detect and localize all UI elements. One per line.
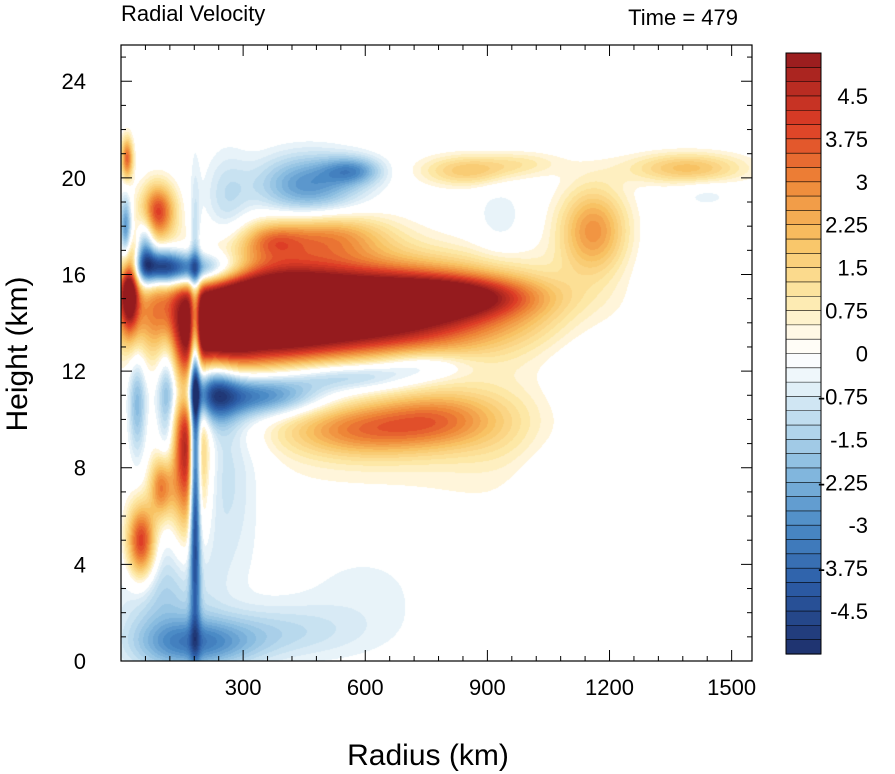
colorbar-label: 1.5 [837,256,868,281]
time-label: Time = 479 [628,5,738,30]
colorbar-band [786,181,821,197]
chart-title: Radial Velocity [121,1,265,26]
colorbar-band [786,367,821,383]
colorbar-band [786,310,821,326]
colorbar-band [786,196,821,212]
colorbar-band [786,639,821,655]
colorbar-label: -0.75 [818,384,868,409]
velocity-contour-field [121,45,752,661]
colorbar-label: -4.5 [830,599,868,624]
axis-ticks [120,45,752,662]
colorbar-band [786,410,821,426]
colorbar-band [786,324,821,340]
colorbar-label: 2.25 [825,213,868,238]
colorbar-band [786,539,821,555]
colorbar-band [786,296,821,312]
x-tick-label: 600 [347,675,384,700]
plot-frame [120,44,753,662]
colorbar-bands [786,53,821,655]
colorbar-band [786,510,821,526]
x-tick-label: 1500 [707,675,756,700]
colorbar-band [786,482,821,498]
y-tick-label: 4 [74,552,86,577]
x-tick-label: 900 [469,675,506,700]
colorbar-band [786,95,821,111]
colorbar-band [786,267,821,283]
y-tick-labels: 0 4 8 12 16 20 24 [62,69,86,674]
colorbar-band [786,124,821,140]
colorbar-band [786,553,821,569]
y-tick-label: 20 [62,166,86,191]
colorbar-label: 3 [856,170,868,195]
colorbar-band [786,339,821,355]
colorbar-band [786,596,821,612]
colorbar-band [786,568,821,584]
colorbar-band [786,496,821,512]
colorbar-band [786,353,821,369]
colorbar-band [786,253,821,269]
colorbar-band [786,67,821,83]
colorbar-band [786,582,821,598]
colorbar-band [786,138,821,154]
y-axis-label: Height (km) [1,276,34,431]
colorbar-labels: 4.5 3.75 3 2.25 1.5 0.75 0 -0.75 -1.5 -2.25 -3 -3.7… [818,84,868,624]
colorbar-frame [785,52,822,655]
y-tick-label: 8 [74,456,86,481]
y-tick-label: 0 [74,649,86,674]
colorbar-band [786,224,821,240]
colorbar-label: 4.5 [837,84,868,109]
x-axis-label: Radius (km) [347,739,509,772]
colorbar-label: -3 [848,513,868,538]
colorbar-label: -3.75 [818,556,868,581]
colorbar-band [786,53,821,68]
colorbar-band [786,396,821,412]
colorbar-band [786,167,821,183]
colorbar-band [786,425,821,440]
x-tick-labels: 300 600 900 1200 1500 [225,675,756,700]
colorbar-band [786,625,821,641]
colorbar-band [786,453,821,469]
velocity-raster [121,45,752,661]
colorbar-label: 3.75 [825,127,868,152]
colorbar: 4.5 3.75 3 2.25 1.5 0.75 0 -0.75 -1.5 -2.25 -3 -3.7… [785,52,868,655]
y-tick-label: 24 [62,69,86,94]
colorbar-band [786,525,821,541]
colorbar-label: 0 [856,342,868,367]
colorbar-band [786,81,821,97]
colorbar-band [786,239,821,254]
colorbar-label: -1.5 [830,427,868,452]
colorbar-label: 0.75 [825,299,868,324]
x-tick-label: 1200 [585,675,634,700]
colorbar-band [786,382,821,398]
colorbar-band [786,110,821,126]
colorbar-band [786,210,821,226]
colorbar-label: -2.25 [818,470,868,495]
colorbar-band [786,153,821,169]
colorbar-band [786,439,821,455]
y-tick-label: 12 [62,359,86,384]
colorbar-band [786,611,821,626]
colorbar-band [786,281,821,297]
x-tick-label: 300 [225,675,262,700]
colorbar-band [786,467,821,483]
y-tick-label: 16 [62,262,86,287]
